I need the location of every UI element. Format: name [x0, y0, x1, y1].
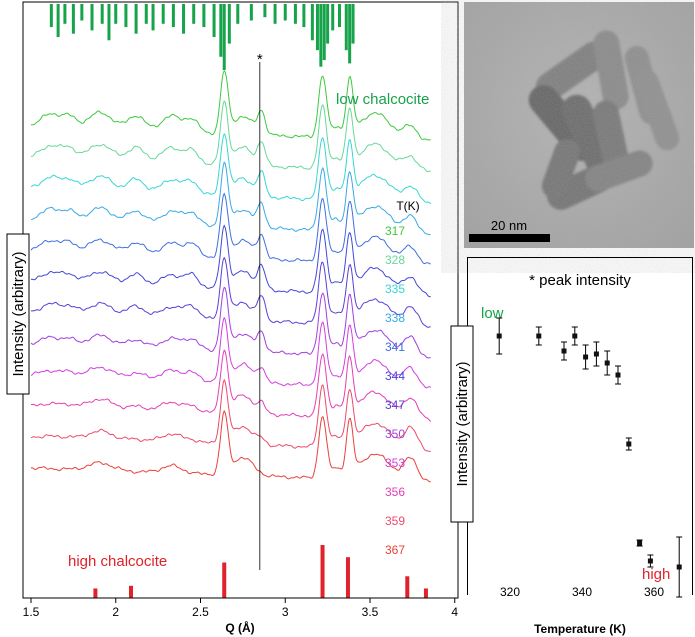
q-tick-label: 2: [112, 605, 119, 619]
temperature-axis-ticks: 320 340 360: [500, 585, 664, 599]
peak-intensity-point: [676, 564, 682, 570]
micrograph: 20 nm: [464, 2, 694, 248]
temperature-label: 353: [385, 456, 405, 470]
peak-intensity-point: [593, 351, 599, 357]
peak-intensity-point: [561, 348, 567, 354]
diffraction-curve-341: [30, 192, 431, 265]
peak-intensity-point: [615, 372, 621, 378]
peak-intensity-title: * peak intensity: [529, 272, 631, 289]
peak-intensity-points: [496, 317, 683, 598]
peak-intensity-point: [604, 360, 610, 366]
q-axis-title: Q (Å): [225, 620, 254, 635]
q-tick-label: 1.5: [23, 605, 40, 619]
q-axis-ticks: 1.5 2 2.5 3 3.5 4: [23, 598, 458, 619]
peak-intensity-point: [647, 558, 653, 564]
peak-intensity-point: [496, 333, 502, 339]
diffraction-curve-359: [30, 378, 431, 453]
scale-bar-label: 20 nm: [491, 218, 527, 233]
right-ylabel-box: [450, 325, 474, 523]
q-tick-label: 2.5: [192, 605, 209, 619]
diffraction-curve-328: [30, 100, 431, 173]
temperature-label: 356: [385, 485, 405, 499]
star-marker: *: [257, 51, 263, 68]
temperature-label: 335: [385, 282, 405, 296]
q-tick-label: 3: [282, 605, 289, 619]
diffraction-curve-338: [30, 161, 431, 236]
right-y-axis-title: Intensity (arbitrary): [454, 361, 471, 486]
temperature-header: T(K): [396, 199, 419, 213]
low-chalcocite-label: low chalcocite: [336, 91, 429, 108]
left-y-axis-title: Intensity (arbitrary): [10, 251, 27, 376]
high-chalcocite-label: high chalcocite: [68, 553, 167, 570]
diffraction-curve-350: [30, 286, 431, 359]
peak-intensity-point: [583, 354, 589, 360]
temperature-tick-label: 340: [572, 585, 592, 599]
diffraction-curve-367: [30, 409, 431, 483]
low-label: low: [481, 305, 504, 322]
q-tick-label: 3.5: [362, 605, 379, 619]
temperature-tick-label: 320: [500, 585, 520, 599]
peak-intensity-point: [536, 333, 542, 339]
left-ylabel-box: [6, 233, 30, 395]
temperature-label: 344: [385, 369, 405, 383]
temperature-tick-label: 360: [644, 585, 664, 599]
temperature-axis-title: Temperature (K): [534, 622, 626, 636]
temperature-label: 328: [385, 253, 405, 267]
diffraction-curve-356: [31, 349, 432, 422]
temperature-label: 367: [385, 543, 405, 557]
diffraction-curve-344: [30, 224, 431, 298]
peak-intensity-point: [572, 333, 578, 339]
high-chalcocite-reference-peaks: [93, 545, 428, 598]
diffraction-curve-347: [30, 256, 431, 328]
low-chalcocite-reference-peaks: [49, 4, 355, 70]
temperature-label: 341: [385, 340, 405, 354]
peak-intensity-point: [637, 540, 643, 546]
diffraction-curve-335: [30, 132, 432, 205]
diffraction-curve-353: [30, 316, 431, 389]
temperature-label: 359: [385, 514, 405, 528]
high-label: high: [642, 566, 670, 583]
scale-bar: [469, 234, 550, 242]
peak-intensity-panel: * peak intensity low high 320 340 360 Temp…: [450, 257, 693, 636]
temperature-labels: 317 328 335 338 341 344 347 350 353 356 359 367: [385, 224, 405, 557]
temperature-label: 347: [385, 398, 405, 412]
temperature-label: 338: [385, 311, 405, 325]
diffraction-curve-317: [30, 69, 431, 141]
diffraction-panel: * low chalcocite high chalcocite T(K) 31…: [6, 1, 459, 635]
q-tick-label: 4: [451, 605, 458, 619]
diffraction-curves: [30, 69, 432, 483]
temperature-label: 317: [385, 224, 405, 238]
micrograph-grain: [464, 2, 694, 248]
temperature-label: 350: [385, 427, 405, 441]
peak-intensity-point: [626, 441, 632, 447]
